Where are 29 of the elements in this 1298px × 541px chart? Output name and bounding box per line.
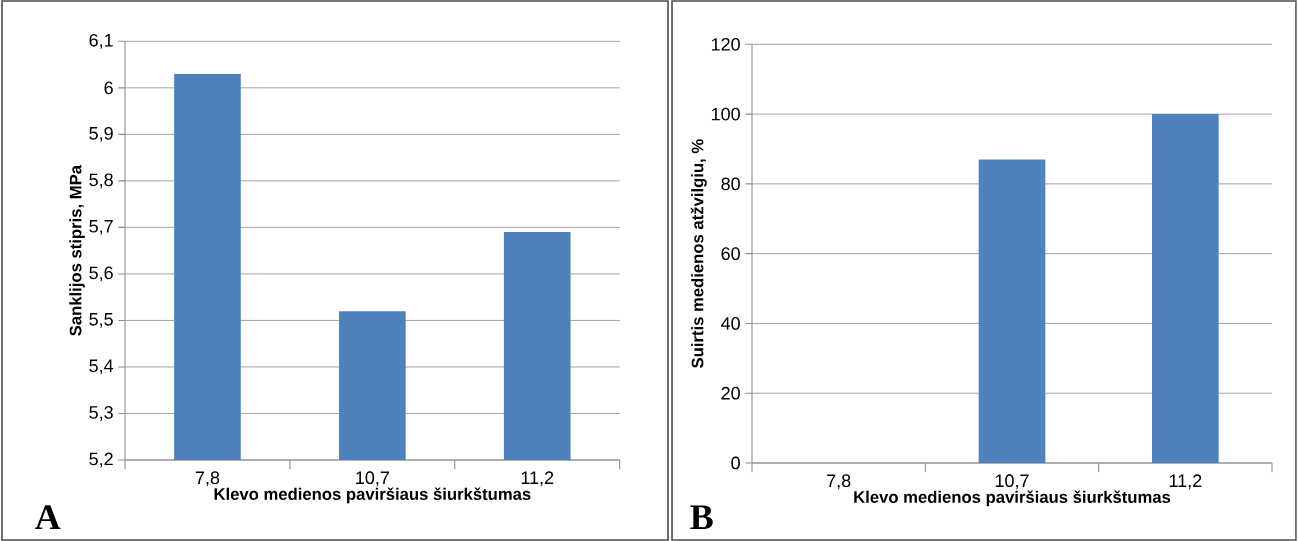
- y-tick-label: 60: [721, 247, 740, 261]
- x-tick-label: 11,2: [521, 471, 554, 487]
- y-axis-title: Suirtis medienos atžvilgiu, %: [690, 139, 707, 369]
- y-tick-label: 5,3: [89, 406, 113, 421]
- x-tick-label: 10,7: [356, 471, 389, 487]
- y-tick-label: 0: [731, 456, 740, 470]
- y-tick-label: 5,5: [89, 313, 113, 328]
- y-tick-label: 20: [721, 386, 740, 400]
- y-tick-label: 5,4: [89, 359, 114, 375]
- y-tick-label: 5,6: [89, 266, 113, 282]
- x-tick-label: 11,2: [1169, 474, 1202, 490]
- x-tick-label: 7,8: [827, 474, 851, 490]
- x-axis-title: Klevo medienos paviršiaus šiurkštumas: [214, 487, 531, 504]
- y-tick-label: 6: [104, 81, 113, 95]
- y-tick-label: 5,9: [89, 126, 113, 142]
- text: A: [35, 505, 61, 529]
- y-axis-title: Sanklijos stipris, MPa: [69, 164, 85, 336]
- text: B: [690, 505, 713, 530]
- y-tick-label: 6,1: [89, 33, 113, 49]
- y-tick-label: 80: [721, 177, 740, 191]
- y-tick-label: 100: [711, 107, 740, 121]
- x-axis-title: Klevo medienos paviršiaus šiurkštumas: [854, 490, 1171, 507]
- x-tick-label: 10,7: [995, 474, 1029, 490]
- y-tick-label: 5,8: [89, 173, 113, 189]
- y-tick-label: 5,2: [89, 452, 113, 468]
- x-tick-label: 7,8: [195, 471, 220, 487]
- y-tick-label: 5,7: [89, 220, 113, 235]
- y-tick-label: 40: [721, 317, 740, 330]
- y-tick-label: 120: [711, 37, 740, 51]
